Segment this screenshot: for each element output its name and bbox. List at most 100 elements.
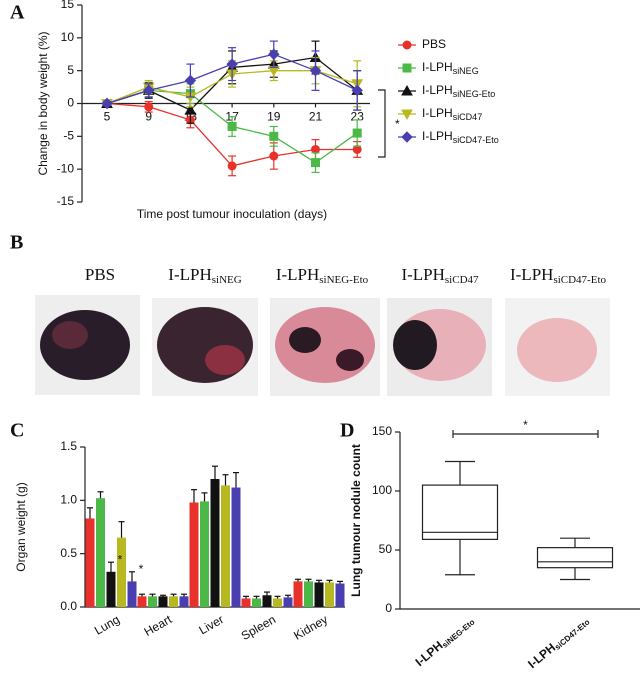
bar [96,498,105,607]
y-tick-label: -5 [63,129,74,143]
legend-label: PBS [422,37,446,51]
bar [210,479,220,607]
marker [227,121,237,131]
photo-label-main: I-LPH [510,265,553,284]
legend-label: I-LPHsiNEG [422,60,479,76]
y-tick-label: 50 [379,542,393,556]
bar [117,537,126,607]
legend-label-sub: siCD47 [453,112,483,122]
panel-letter: D [340,420,354,442]
x-tick-label-sub: siCD47-Eto [553,617,592,651]
bar [273,598,282,607]
lung [289,327,321,353]
x-tick-label: Heart [142,612,175,639]
y-tick-label: -15 [57,194,75,208]
bar [314,582,324,607]
photo-label: I-LPHsiNEG-Eto [276,265,369,286]
bar [158,596,168,607]
marker [226,58,238,70]
annotation: * [523,418,528,432]
marker [268,48,280,60]
marker [401,109,413,121]
marker [269,131,279,141]
marker [227,161,237,171]
lung [40,310,130,380]
y-tick-label: 0 [385,601,392,615]
lung [336,349,364,371]
annotation: * [118,552,123,566]
panel-letter: C [10,420,24,442]
box [536,547,614,569]
x-tick-label: I-LPHsiNEG-Eto [413,613,477,670]
lung [393,320,437,370]
legend-label-main: I-LPH [422,129,453,143]
y-tick-label: 150 [372,424,392,438]
x-tick-label: Spleen [239,612,278,643]
lung [517,318,597,382]
photo-label-main: I-LPH [276,265,319,284]
x-tick-label: 9 [145,110,152,124]
y-tick-label: 15 [61,0,75,11]
photo-label-main: PBS [85,265,115,284]
marker [352,128,362,138]
marker [402,63,412,73]
marker [184,74,197,87]
box [421,484,499,540]
marker [309,64,322,77]
legend-label-main: I-LPH [422,60,453,74]
marker [142,84,155,97]
y-tick-label: 0 [67,96,74,110]
x-tick-label: Kidney [291,612,330,642]
marker [311,158,320,168]
photo-label-main: I-LPH [401,265,444,284]
marker [401,131,413,143]
legend-label: I-LPHsiCD47-Eto [422,129,499,145]
bar [304,581,313,607]
bar [262,595,272,607]
legend-label-sub: siCD47-Eto [453,135,499,145]
bar [148,596,157,607]
y-tick-label: 0.5 [60,546,77,560]
marker [269,151,279,161]
x-tick-label: Lung [92,612,122,637]
y-axis-label: Organ weight (g) [14,482,28,571]
photos [35,295,610,396]
photo-label: PBS [85,265,115,284]
y-tick-label: 10 [61,30,75,44]
x-tick-label: 21 [309,110,323,124]
panel-letter: A [10,2,25,24]
photo-label: I-LPHsiCD47 [401,265,479,286]
bar [293,581,303,607]
bar [127,581,137,607]
photo-label-sub: siNEG [212,274,242,286]
x-tick-label-sub: siNEG-Eto [440,617,476,649]
bar [179,596,189,607]
legend-label-main: PBS [422,37,446,51]
y-tick-label: 1.5 [60,439,77,453]
bar [221,485,230,607]
panel-letter: B [10,232,23,254]
marker [101,97,113,110]
x-axis-label: Time post tumour inoculation (days) [137,207,327,221]
bar [200,501,209,607]
lung [275,307,375,383]
legend-label-main: I-LPH [422,83,453,97]
lung [157,307,253,383]
x-tick-label: 5 [104,110,111,124]
bar [85,518,95,607]
annotation: * [139,562,144,576]
bar [252,598,261,607]
bar [241,598,251,607]
y-axis-label: Lung tumour nodule count [349,444,363,597]
bar [189,502,199,607]
marker [351,84,363,97]
significance-bracket [452,430,599,438]
y-tick-label: 5 [67,63,74,77]
legend-label-sub: siNEG-Eto [453,89,496,99]
legend-label: I-LPHsiNEG-Eto [422,83,495,99]
bar [169,596,178,607]
bar [335,583,345,607]
photo-label-main: I-LPH [168,265,211,284]
marker [402,40,412,50]
bar [137,596,147,607]
